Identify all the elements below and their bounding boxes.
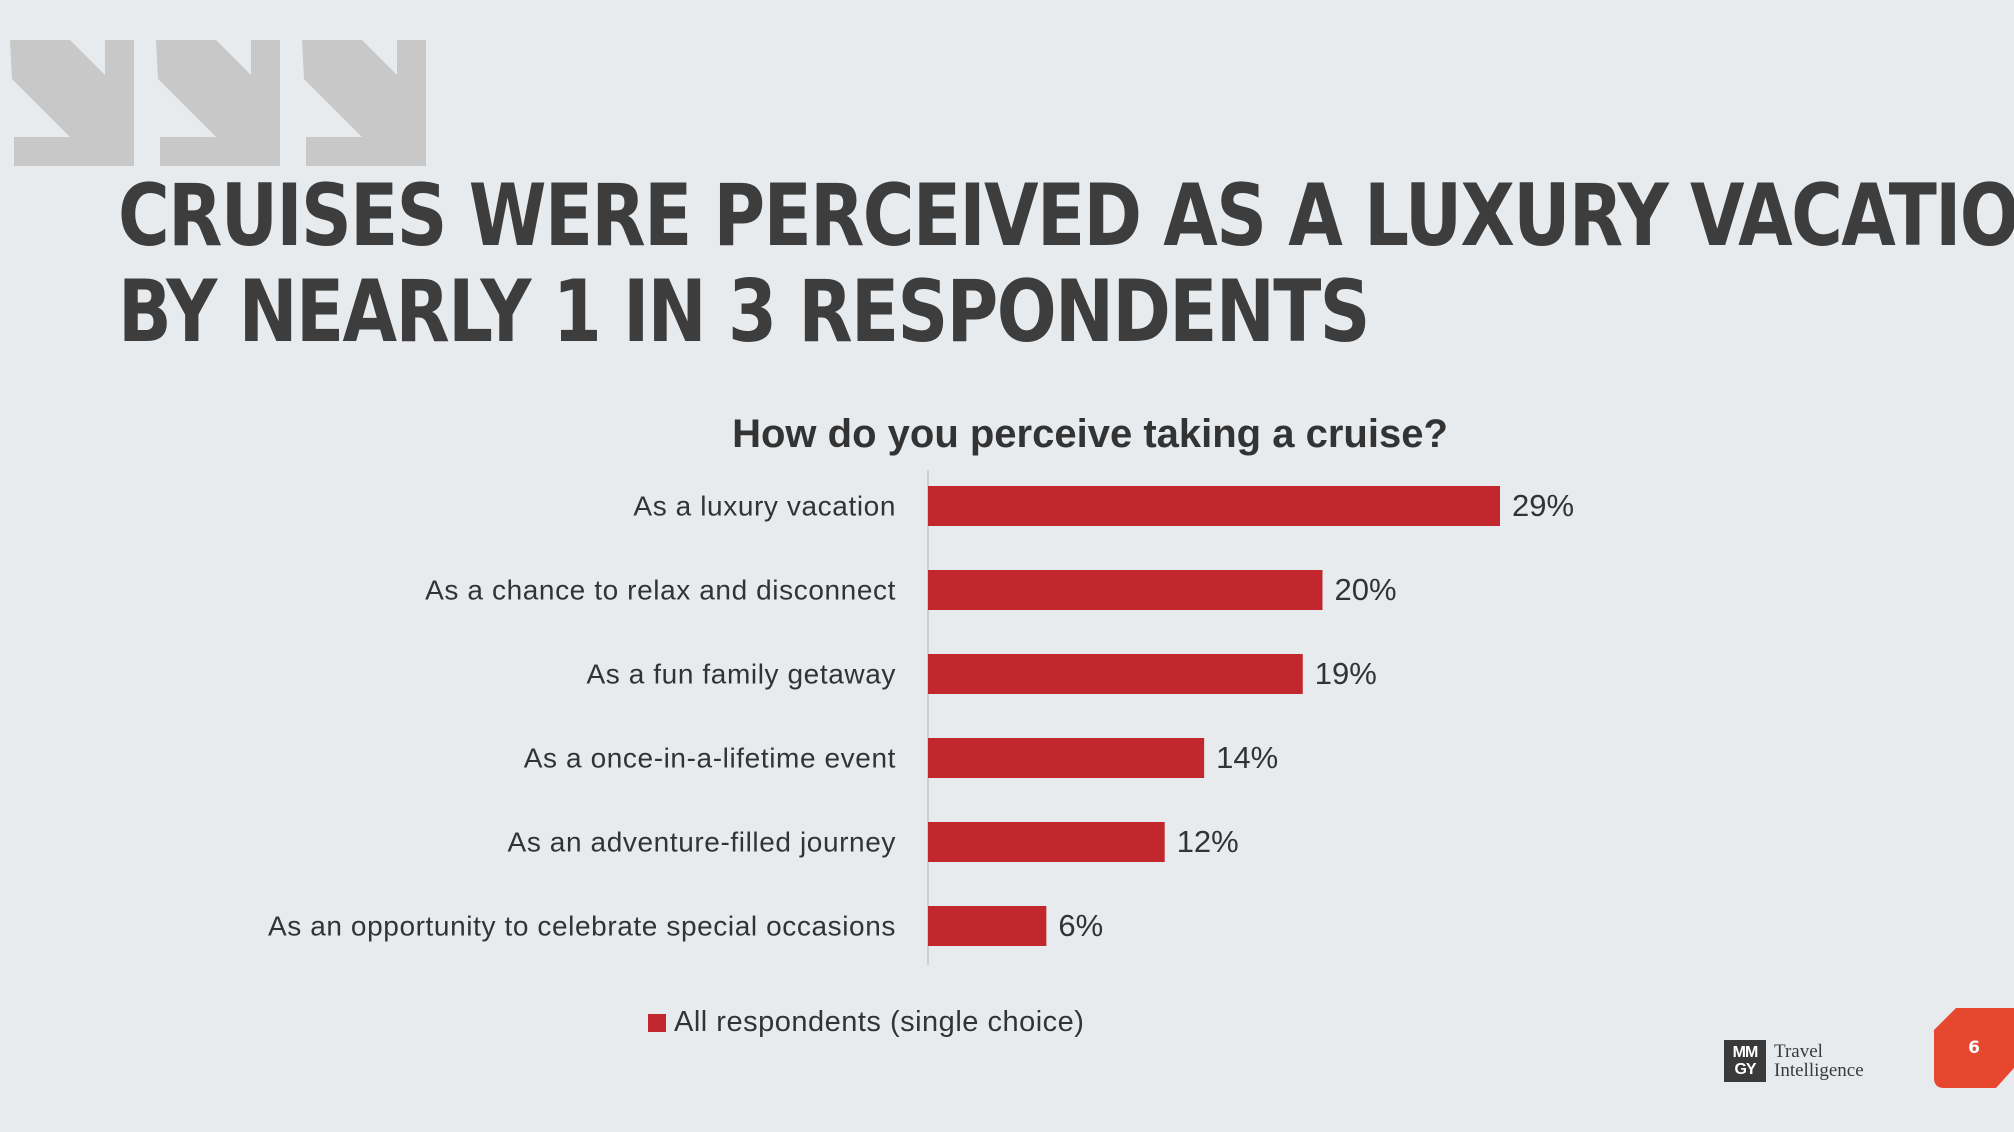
category-label: As a chance to relax and disconnect [425, 574, 896, 605]
bar [928, 486, 1500, 526]
bar [928, 906, 1047, 946]
data-label: 14% [1216, 740, 1278, 775]
page-headline: CRUISES WERE PERCEIVED AS A LUXURY VACAT… [118, 168, 2014, 360]
arrow-icon [10, 40, 134, 166]
category-label: As an opportunity to celebrate special o… [268, 910, 896, 941]
arrow-icon [156, 40, 280, 166]
bar [928, 822, 1165, 862]
legend-swatch [648, 1013, 666, 1032]
chart-legend: All respondents (single choice) [648, 1006, 1084, 1039]
logo-mark: MM GY [1724, 1040, 1766, 1082]
logo-mark-bottom: GY [1734, 1061, 1756, 1078]
page-number: 6 [1968, 1038, 1980, 1058]
bar-chart: As a luxury vacation 29% As a chance to re… [268, 470, 1574, 965]
mmgy-logo: MM GY Travel Intelligence [1724, 1040, 1864, 1082]
logo-mark-top: MM [1732, 1044, 1759, 1061]
data-label: 20% [1334, 572, 1396, 607]
decorative-arrows-icon [10, 40, 426, 166]
arrow-icon [302, 40, 426, 166]
logo-line-1: Travel [1774, 1041, 1823, 1062]
category-label: As a fun family getaway [587, 658, 897, 689]
logo-line-2: Intelligence [1774, 1060, 1864, 1081]
data-label: 29% [1512, 488, 1574, 523]
logo-text: Travel Intelligence [1774, 1042, 1864, 1080]
bar [928, 570, 1323, 610]
data-label: 12% [1177, 824, 1239, 859]
page-badge-icon [1934, 1008, 2014, 1088]
headline-line-1: CRUISES WERE PERCEIVED AS A LUXURY VACAT… [118, 166, 2014, 266]
bar [928, 654, 1303, 694]
data-label: 19% [1315, 656, 1377, 691]
data-label: 6% [1058, 908, 1103, 943]
category-label: As a once-in-a-lifetime event [524, 742, 896, 773]
category-label: As an adventure-filled journey [508, 826, 896, 857]
headline-line-2: BY NEARLY 1 IN 3 RESPONDENTS [118, 262, 1370, 362]
chart-title: How do you perceive taking a cruise? [732, 412, 1448, 456]
bar [928, 738, 1205, 778]
legend-label: All respondents (single choice) [674, 1006, 1085, 1038]
category-label: As a luxury vacation [633, 490, 896, 521]
